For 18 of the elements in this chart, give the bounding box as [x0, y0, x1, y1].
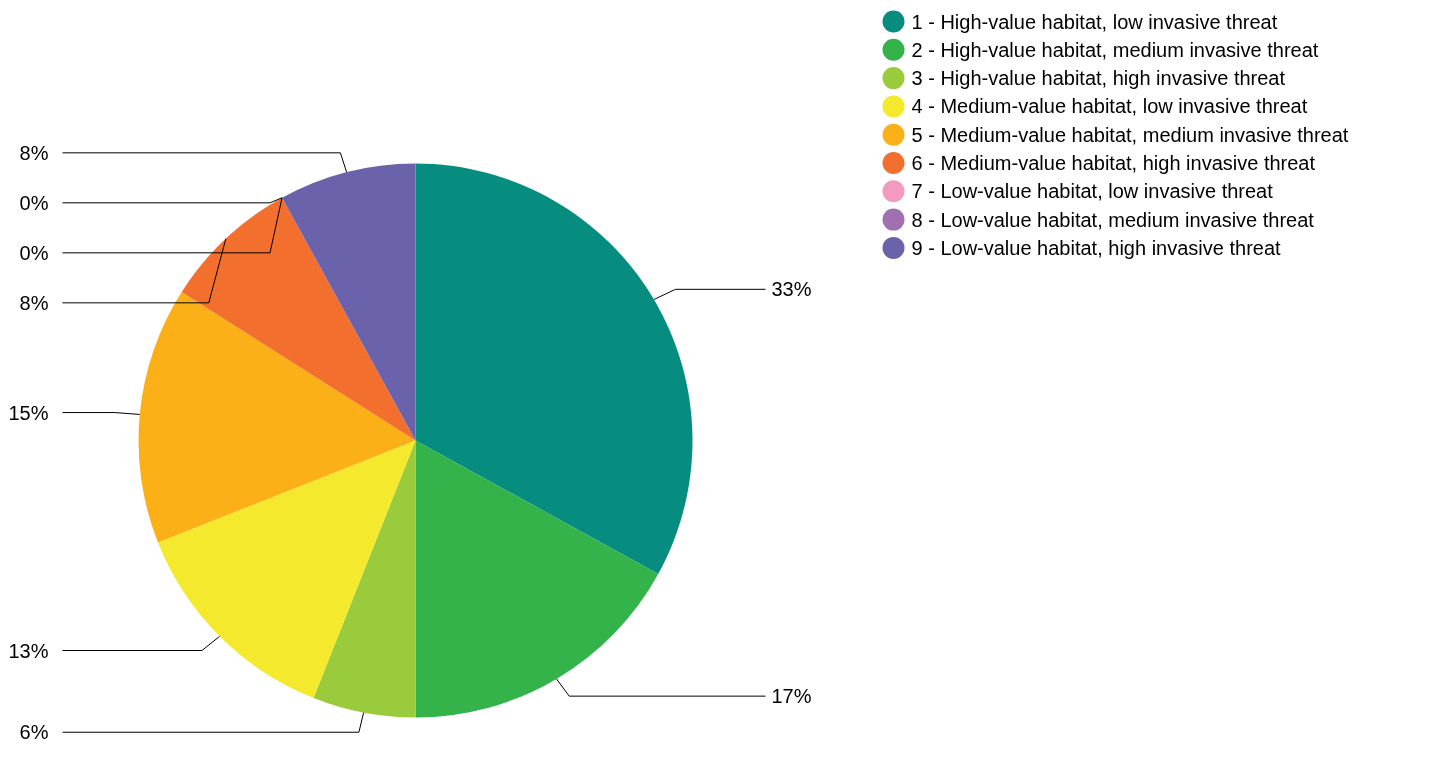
- legend-label: 1 - High-value habitat, low invasive threat: [911, 10, 1278, 33]
- data-label: 6%: [19, 721, 49, 744]
- text: 0%: [19, 241, 49, 264]
- legend-label: 4 - Medium-value habitat, low invasive threat: [911, 95, 1308, 118]
- data-label: 17%: [771, 685, 812, 708]
- legend-label: 7 - Low-value habitat, low invasive threat: [911, 180, 1274, 203]
- legend-label: 5 - Medium-value habitat, medium invasive threat: [911, 123, 1349, 146]
- data-label: 15%: [8, 401, 49, 424]
- legend-label: 9 - Low-value habitat, high invasive threat: [911, 236, 1282, 259]
- legend-label: 2 - High-value habitat, medium invasive threat: [911, 38, 1319, 61]
- data-label: 13%: [8, 639, 49, 662]
- data-label: 8%: [19, 291, 49, 314]
- legend-label: 8 - Low-value habitat, medium invasive threat: [911, 208, 1315, 231]
- legend-label: 6 - Medium-value habitat, high invasive threat: [911, 152, 1316, 174]
- data-label: 33%: [771, 278, 812, 301]
- legend-label: 3 - High-value habitat, high invasive threat: [911, 67, 1286, 90]
- data-label: 8%: [19, 141, 49, 164]
- text: 0%: [19, 191, 49, 214]
